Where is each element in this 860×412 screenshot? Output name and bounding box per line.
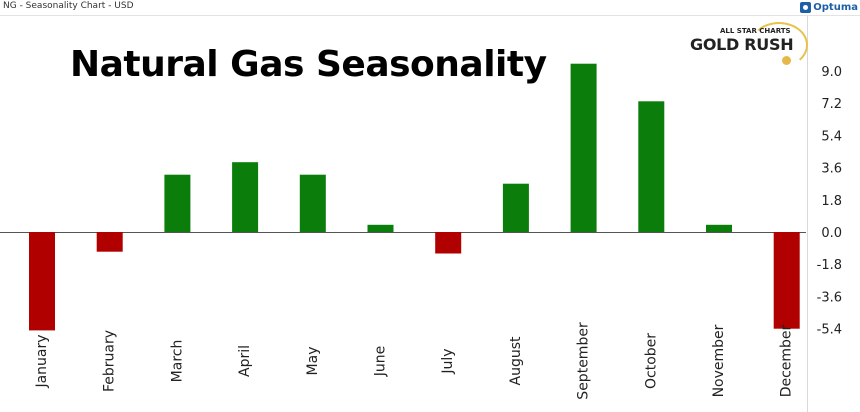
window-title-bar: NG - Seasonality Chart - USD Optuma bbox=[0, 0, 860, 16]
brand-name: Optuma bbox=[813, 1, 858, 13]
y-tick-label: -1.8 bbox=[817, 258, 842, 273]
x-tick-label: October bbox=[643, 333, 659, 389]
bar-february bbox=[96, 232, 123, 252]
x-tick-label: August bbox=[508, 336, 524, 386]
bar-may bbox=[299, 174, 326, 232]
x-tick-label: June bbox=[373, 346, 389, 378]
plot-area bbox=[0, 16, 808, 412]
brand-logo: Optuma bbox=[800, 0, 858, 14]
bar-march bbox=[164, 174, 191, 232]
gold-coin-icon bbox=[782, 56, 791, 65]
x-tick-label: February bbox=[102, 330, 118, 392]
logo-tagline: ALL STAR CHARTS bbox=[720, 27, 791, 35]
logo-arc-icon bbox=[750, 22, 808, 68]
y-tick-label: -5.4 bbox=[817, 323, 842, 338]
logo-wordmark: GOLD RUSH bbox=[690, 35, 794, 54]
y-tick-label: 3.6 bbox=[821, 162, 842, 177]
x-tick-label: September bbox=[576, 322, 592, 400]
y-tick-label: 7.2 bbox=[821, 97, 842, 112]
y-tick-label: 9.0 bbox=[821, 65, 842, 80]
y-tick-label: 5.4 bbox=[821, 129, 842, 144]
bar-january bbox=[29, 232, 55, 331]
bar-november bbox=[706, 224, 732, 232]
chart-title: Natural Gas Seasonality bbox=[70, 44, 547, 85]
gold-rush-logo: ALL STAR CHARTS GOLD RUSH bbox=[690, 22, 808, 68]
x-tick-label: December bbox=[779, 324, 795, 397]
x-tick-label: January bbox=[34, 334, 50, 388]
x-tick-label: March bbox=[169, 340, 185, 383]
bar-august bbox=[502, 183, 529, 232]
x-tick-label: November bbox=[711, 324, 727, 397]
bar-october bbox=[638, 101, 665, 232]
x-tick-label: April bbox=[237, 345, 253, 377]
x-tick-label: July bbox=[440, 348, 456, 374]
bar-december bbox=[773, 232, 800, 329]
bar-september bbox=[570, 63, 597, 233]
bar-june bbox=[367, 224, 394, 232]
y-tick-label: -3.6 bbox=[817, 290, 842, 305]
bar-july bbox=[435, 232, 462, 254]
optuma-logo-icon bbox=[800, 1, 812, 13]
x-tick-label: May bbox=[305, 347, 321, 376]
window-title: NG - Seasonality Chart - USD bbox=[3, 1, 134, 11]
y-tick-label: 1.8 bbox=[821, 194, 842, 209]
y-tick-label: 0.0 bbox=[821, 226, 842, 241]
bar-april bbox=[232, 162, 259, 232]
